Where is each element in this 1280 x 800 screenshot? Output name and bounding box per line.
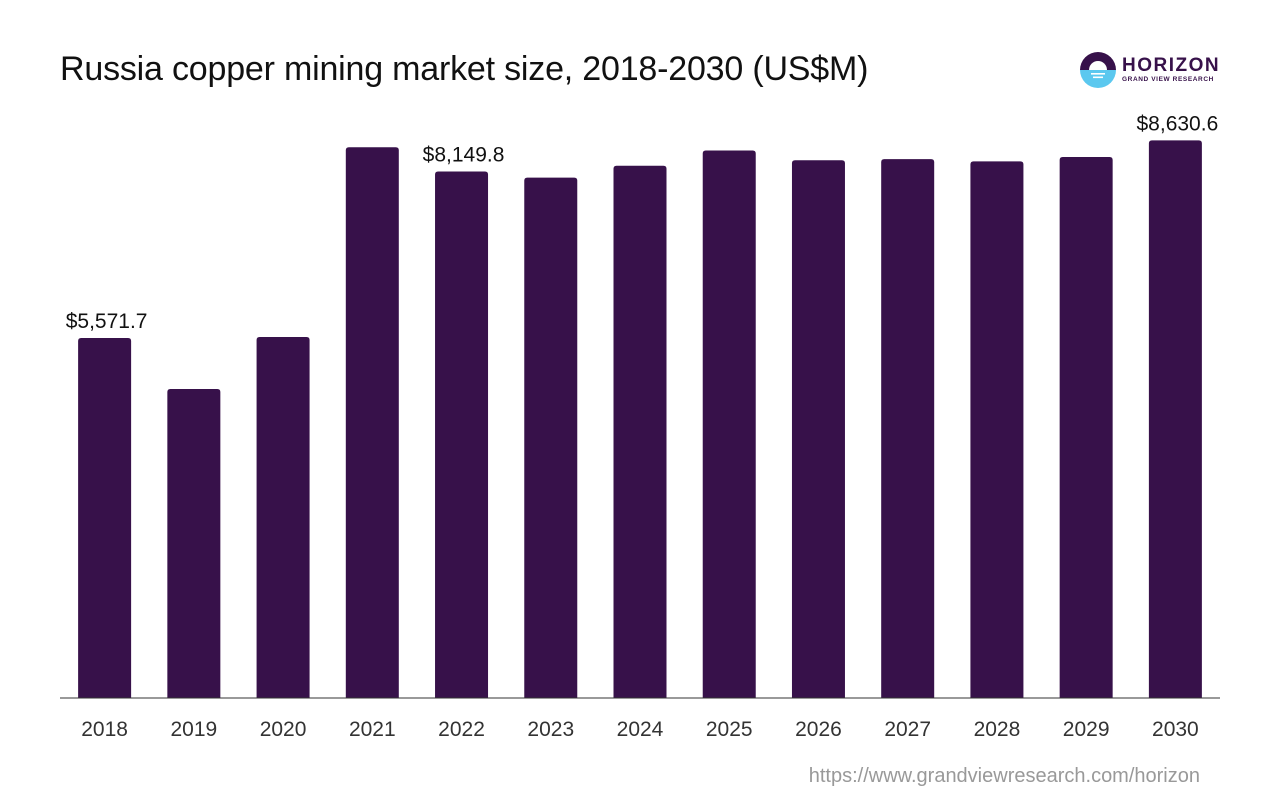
x-tick-label-2027: 2027 (884, 718, 931, 741)
bar-2025 (702, 150, 756, 699)
bar-2021 (345, 147, 399, 699)
x-tick-label-2018: 2018 (81, 718, 128, 741)
x-tick-label-2026: 2026 (795, 718, 842, 741)
horizon-sun-icon (1080, 52, 1116, 88)
bars-group (78, 140, 1202, 699)
logo-subtitle: GRAND VIEW RESEARCH (1122, 76, 1214, 83)
logo-name: HORIZON (1122, 55, 1221, 76)
data-labels-group: $5,571.7 $8,149.8 $8,630.6 (66, 112, 1219, 333)
data-label-2030: $8,630.6 (1137, 112, 1219, 135)
horizon-logo: HORIZON GRAND VIEW RESEARCH (1080, 52, 1220, 88)
data-label-2018: $5,571.7 (66, 310, 148, 333)
x-tick-label-2021: 2021 (349, 718, 396, 741)
source-url[interactable]: https://www.grandviewresearch.com/horizo… (808, 765, 1200, 787)
x-tick-label-2030: 2030 (1152, 718, 1199, 741)
bar-2028 (970, 161, 1024, 698)
bar-2018 (78, 338, 132, 698)
bar-2026 (791, 160, 845, 699)
bar-2030 (1148, 140, 1202, 699)
bar-2019 (167, 388, 221, 698)
bar-2027 (881, 159, 935, 698)
x-tick-label-2020: 2020 (260, 718, 307, 741)
bar-2029 (1059, 157, 1113, 699)
bar-2022 (435, 171, 489, 699)
x-tick-label-2023: 2023 (527, 718, 574, 741)
bar-2023 (524, 177, 578, 699)
x-tick-label-2024: 2024 (617, 718, 664, 741)
data-label-2022: $8,149.8 (423, 143, 505, 166)
x-tick-label-2025: 2025 (706, 718, 753, 741)
x-tick-label-2028: 2028 (974, 718, 1021, 741)
x-tick-labels-group: 2018 2019 2020 2021 2022 2023 2024 2025 2026 2027… (81, 718, 1198, 741)
x-tick-label-2029: 2029 (1063, 718, 1110, 741)
bar-2024 (613, 165, 667, 698)
chart-title: Russia copper mining market size, 2018-2… (60, 50, 869, 88)
x-tick-label-2022: 2022 (438, 718, 485, 741)
bar-2020 (256, 336, 310, 698)
x-tick-label-2019: 2019 (170, 718, 217, 741)
